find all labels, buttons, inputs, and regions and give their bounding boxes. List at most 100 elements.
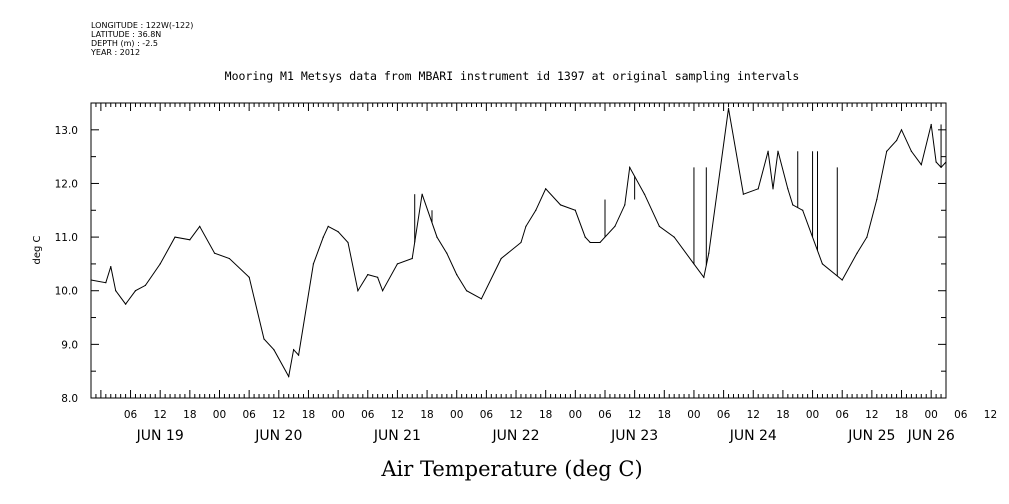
data-point: [792, 204, 794, 206]
year-label: YEAR : 2012: [91, 48, 141, 57]
longitude-label: LONGITUDE : 122W(-122): [91, 21, 194, 30]
data-point: [347, 241, 349, 244]
data-point: [930, 123, 932, 126]
data-point: [757, 188, 759, 190]
data-point: [673, 236, 675, 238]
x-date-label: JUN 20: [254, 428, 302, 444]
data-point: [159, 263, 161, 265]
x-tick-label: 18: [183, 409, 196, 421]
data-point: [629, 166, 631, 168]
x-tick-label: 12: [272, 409, 285, 421]
x-date-label: JUN 24: [729, 428, 777, 444]
y-tick-label: 10.0: [55, 286, 78, 298]
data-point: [703, 276, 705, 278]
data-point: [134, 290, 137, 292]
data-point: [312, 263, 314, 265]
data-point: [589, 241, 591, 244]
x-tick-label: 06: [124, 409, 138, 421]
x-tick-label: 12: [747, 409, 760, 421]
data-point: [199, 225, 201, 227]
data-point: [110, 265, 112, 268]
data-point: [297, 354, 300, 356]
x-tick-label: 18: [420, 409, 433, 421]
metadata-block: LONGITUDE : 122W(-122) LATITUDE : 36.8N …: [91, 21, 193, 57]
x-tick-label: 12: [154, 409, 167, 421]
x-tick-label: 00: [450, 409, 463, 421]
y-tick-label: 11.0: [55, 232, 78, 244]
data-point: [767, 150, 769, 152]
data-point: [288, 375, 290, 378]
series-layer: [90, 107, 947, 378]
x-tick-label: 06: [954, 409, 968, 421]
data-point: [787, 188, 789, 190]
x-tick-label: 12: [509, 409, 522, 421]
data-point: [248, 276, 250, 278]
y-tick-label: 8.0: [61, 393, 78, 405]
data-point: [337, 231, 339, 233]
x-tick-label: 12: [628, 409, 641, 421]
data-point: [90, 279, 92, 281]
y-tick-label: 9.0: [61, 339, 78, 351]
axes-layer: 8.0 9.0 10.0 11.0 12.0 13.0 06 12 18 00 06 12 18 00 06…: [55, 103, 997, 444]
data-point: [841, 279, 843, 281]
data-point: [886, 150, 888, 152]
data-point: [559, 204, 562, 206]
data-point: [411, 257, 413, 260]
x-tick-label: 18: [658, 409, 671, 421]
x-date-label: JUN 21: [373, 428, 421, 444]
x-tick-label: 18: [539, 409, 552, 421]
x-date-label: JUN 23: [610, 428, 658, 444]
data-point: [900, 129, 903, 131]
x-date-label: JUN 19: [136, 428, 184, 444]
data-point: [876, 198, 878, 201]
data-point: [945, 161, 947, 163]
data-point: [381, 290, 384, 292]
data-point: [920, 164, 922, 166]
data-point: [777, 150, 779, 152]
data-point: [821, 263, 824, 265]
chart-title: Mooring M1 Metsys data from MBARI instru…: [225, 69, 800, 83]
data-point: [456, 274, 458, 276]
data-point: [263, 338, 265, 340]
x-date-label: JUN 22: [491, 428, 539, 444]
data-point: [115, 290, 117, 292]
data-point: [910, 150, 913, 152]
data-point: [174, 236, 176, 238]
data-point: [144, 284, 146, 286]
x-date-label: JUN 25: [847, 428, 895, 444]
data-point: [124, 303, 127, 305]
data-point: [357, 290, 359, 292]
x-tick-label: 00: [331, 409, 344, 421]
x-tick-label: 06: [361, 409, 375, 421]
data-point: [105, 282, 107, 284]
data-point: [446, 252, 448, 254]
data-point: [658, 225, 660, 227]
x-tick-label: 06: [717, 409, 731, 421]
x-tick-label: 18: [776, 409, 789, 421]
data-point: [327, 225, 329, 227]
x-tick-label: 12: [865, 409, 878, 421]
data-point: [525, 225, 527, 227]
data-point: [396, 263, 399, 265]
data-point: [624, 204, 626, 206]
data-point: [535, 209, 537, 211]
data-point: [322, 236, 324, 238]
x-tick-label: 00: [687, 409, 700, 421]
data-point: [584, 236, 586, 238]
data-point: [727, 107, 730, 109]
data-point: [421, 193, 423, 195]
x-tick-label: 12: [391, 409, 404, 421]
data-point: [377, 276, 379, 278]
x-tick-label: 06: [480, 409, 494, 421]
x-tick-label: 06: [598, 409, 612, 421]
data-point: [466, 290, 468, 292]
latitude-label: LATITUDE : 36.8N: [91, 30, 162, 39]
x-tick-label: 06: [836, 409, 850, 421]
data-point: [599, 241, 601, 244]
data-point: [643, 193, 646, 195]
x-tick-label: 12: [984, 409, 997, 421]
data-point: [293, 349, 295, 351]
x-date-label: JUN 26: [907, 428, 955, 444]
data-point: [520, 241, 522, 244]
